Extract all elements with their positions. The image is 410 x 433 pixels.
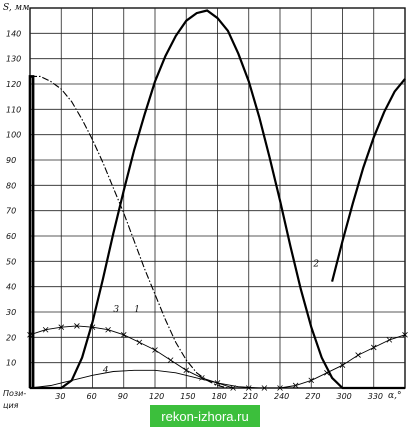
y-tick-label: 50 (6, 257, 16, 266)
y-tick-label: 90 (6, 156, 16, 165)
series-label-1: 1 (134, 305, 140, 315)
grid (29, 7, 406, 389)
series-label-3: 3 (113, 305, 119, 315)
series-point-3 (245, 385, 252, 391)
y-tick-label: 80 (6, 181, 16, 190)
y-tick-label: 70 (6, 207, 16, 216)
series-point-3 (370, 344, 377, 351)
series-point-3 (339, 362, 346, 368)
curves: 1 2 3 4 (27, 9, 408, 391)
x-tick-label: 300 (337, 392, 352, 401)
series-line-4 (29, 369, 405, 389)
x-axis-label: α,° (388, 391, 401, 401)
y-tick-label: 60 (6, 232, 16, 241)
x-tick-label: 330 (368, 392, 383, 401)
x-tick-label: 210 (243, 392, 258, 401)
x-tick-label: 60 (87, 392, 97, 401)
y-tick-label: 130 (6, 55, 21, 64)
series-label-2: 2 (312, 259, 319, 269)
series-point-3 (58, 324, 65, 330)
x-tick-label: 180 (212, 392, 227, 401)
y-tick-label: 100 (6, 131, 21, 140)
series-point-3 (292, 382, 299, 389)
x-tick-label: 150 (180, 392, 195, 401)
series-point-3 (324, 370, 330, 376)
watermark: rekon-izhora.ru (150, 405, 260, 427)
series-point-3 (89, 324, 96, 330)
y-tick-label: 40 (6, 283, 16, 292)
y-tick-label: 120 (6, 80, 21, 89)
series-line-2b (331, 78, 406, 282)
series-line-1 (30, 75, 249, 389)
series-point-3 (355, 352, 361, 358)
series-point-3 (167, 357, 174, 363)
watermark-text: rekon-izhora.ru (161, 408, 249, 424)
series-point-3 (42, 326, 49, 333)
y-tick-label: 10 (6, 359, 16, 368)
tick-labels: 30 60 90 120 150 180 210 240 270 300 3301020304050… (6, 29, 383, 401)
series-point-3 (183, 367, 190, 374)
series-point-3 (308, 377, 315, 384)
y-tick-label: 20 (6, 333, 16, 342)
y-tick-label: 140 (6, 29, 21, 38)
x-tick-label: 270 (305, 392, 320, 401)
y-tick-label: 30 (6, 308, 16, 317)
x-axis-caption-line2: ция (3, 401, 19, 410)
x-tick-label: 120 (149, 392, 164, 401)
series-point-3 (152, 347, 158, 353)
x-tick-label: 90 (118, 392, 128, 401)
series-point-3 (402, 332, 408, 338)
y-axis-label: S, мм (3, 3, 30, 13)
x-tick-label: 240 (274, 392, 289, 401)
series-point-3 (74, 323, 80, 329)
x-axis-caption-line1: Пози- (3, 389, 26, 398)
series-point-3 (120, 332, 127, 338)
x-tick-label: 30 (55, 392, 65, 401)
series-point-3 (136, 339, 143, 346)
series-line-vertical-drop (28, 75, 35, 388)
series-point-3 (386, 337, 393, 343)
y-tick-label: 110 (6, 105, 21, 114)
series-point-3 (105, 326, 111, 333)
series-label-4: 4 (102, 366, 109, 376)
